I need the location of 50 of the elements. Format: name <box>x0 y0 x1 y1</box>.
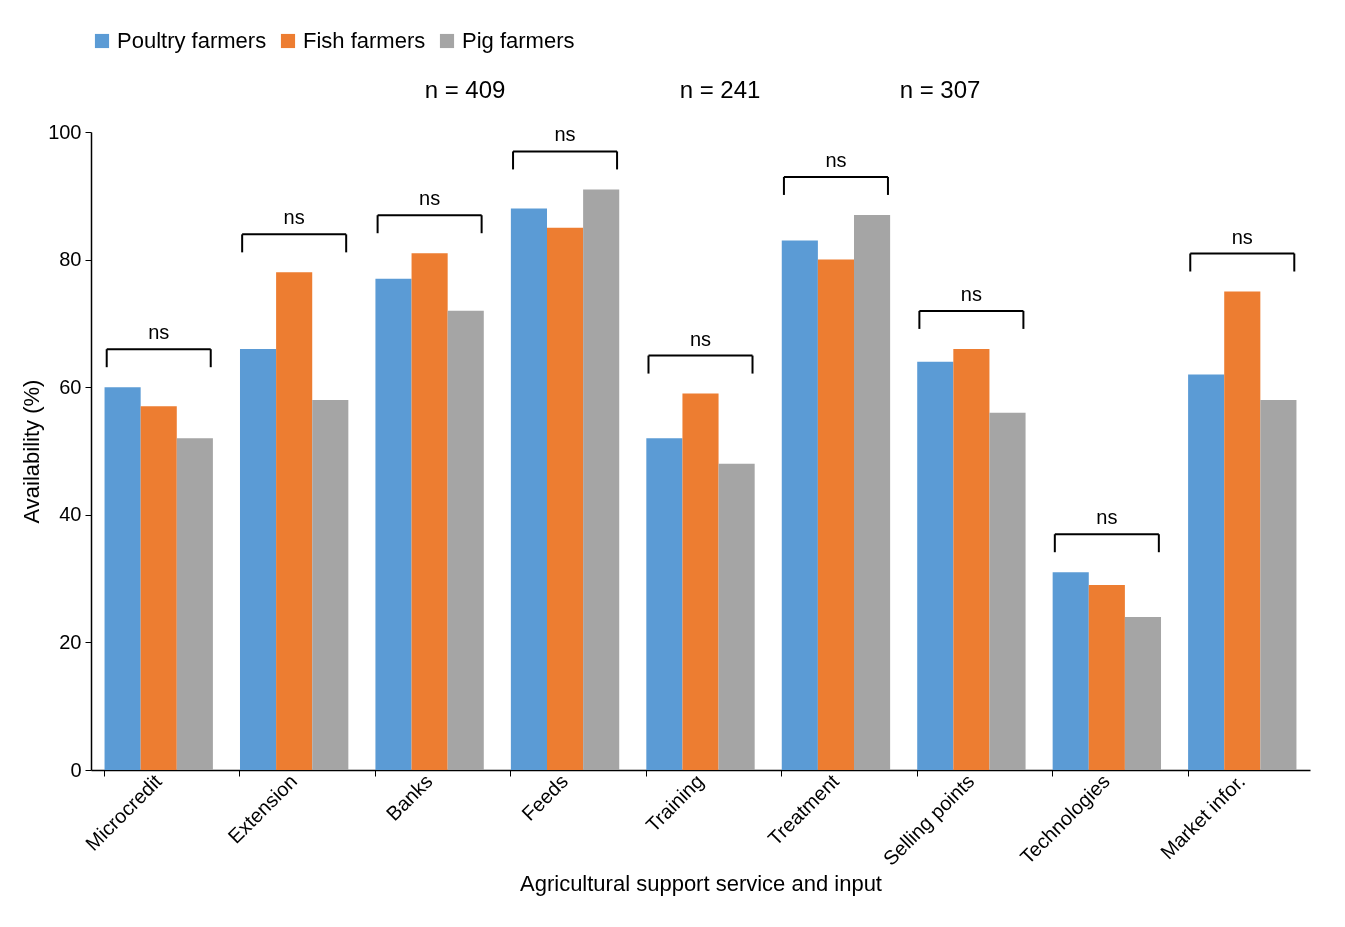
annotation: ns <box>148 321 170 344</box>
annotation: ns <box>554 123 576 146</box>
bar <box>682 393 719 770</box>
bar <box>718 463 755 770</box>
annotation: ns <box>960 282 982 305</box>
bar <box>140 406 177 770</box>
bar <box>781 240 818 770</box>
bar <box>239 348 277 770</box>
bar <box>854 214 891 770</box>
legend-label: Fish farmers <box>303 28 426 53</box>
bar <box>276 272 313 770</box>
bar <box>510 208 547 770</box>
bar <box>1052 572 1089 770</box>
bar <box>953 348 990 770</box>
bar <box>547 227 584 770</box>
text: n = 307 <box>899 76 981 104</box>
bar <box>312 399 349 770</box>
bar <box>1188 374 1225 770</box>
y-tick-label: 20 <box>59 630 82 653</box>
bar <box>917 361 954 770</box>
annotation: ns <box>419 187 441 210</box>
bar <box>1260 399 1297 770</box>
bar <box>817 259 854 770</box>
y-tick-label: 0 <box>70 758 82 781</box>
bar <box>1088 584 1125 770</box>
y-axis-title: Availability (%) <box>19 379 45 524</box>
y-tick-label: 80 <box>59 248 82 271</box>
annotation: ns <box>1096 506 1118 529</box>
annotation: ns <box>283 206 305 229</box>
bar <box>375 278 412 770</box>
annotation: ns <box>825 148 847 171</box>
bar <box>104 387 141 770</box>
text: n = 241 <box>679 76 761 104</box>
x-axis-title: Agricultural support service and input <box>520 870 882 896</box>
bar <box>1124 616 1162 770</box>
bar <box>646 438 683 770</box>
bar <box>411 253 448 770</box>
text: n = 409 <box>424 76 506 104</box>
bar <box>447 310 484 770</box>
y-tick-label: 60 <box>59 375 82 398</box>
y-tick-label: 40 <box>59 503 82 526</box>
legend-label: Pig farmers <box>462 28 575 53</box>
legend-label: Poultry farmers <box>117 28 267 53</box>
annotation: ns <box>1231 225 1253 248</box>
bar <box>583 189 620 770</box>
bar <box>989 412 1026 770</box>
y-tick-label: 100 <box>48 120 82 143</box>
annotation: ns <box>689 327 712 350</box>
bar <box>1224 291 1261 770</box>
bar <box>176 438 213 770</box>
